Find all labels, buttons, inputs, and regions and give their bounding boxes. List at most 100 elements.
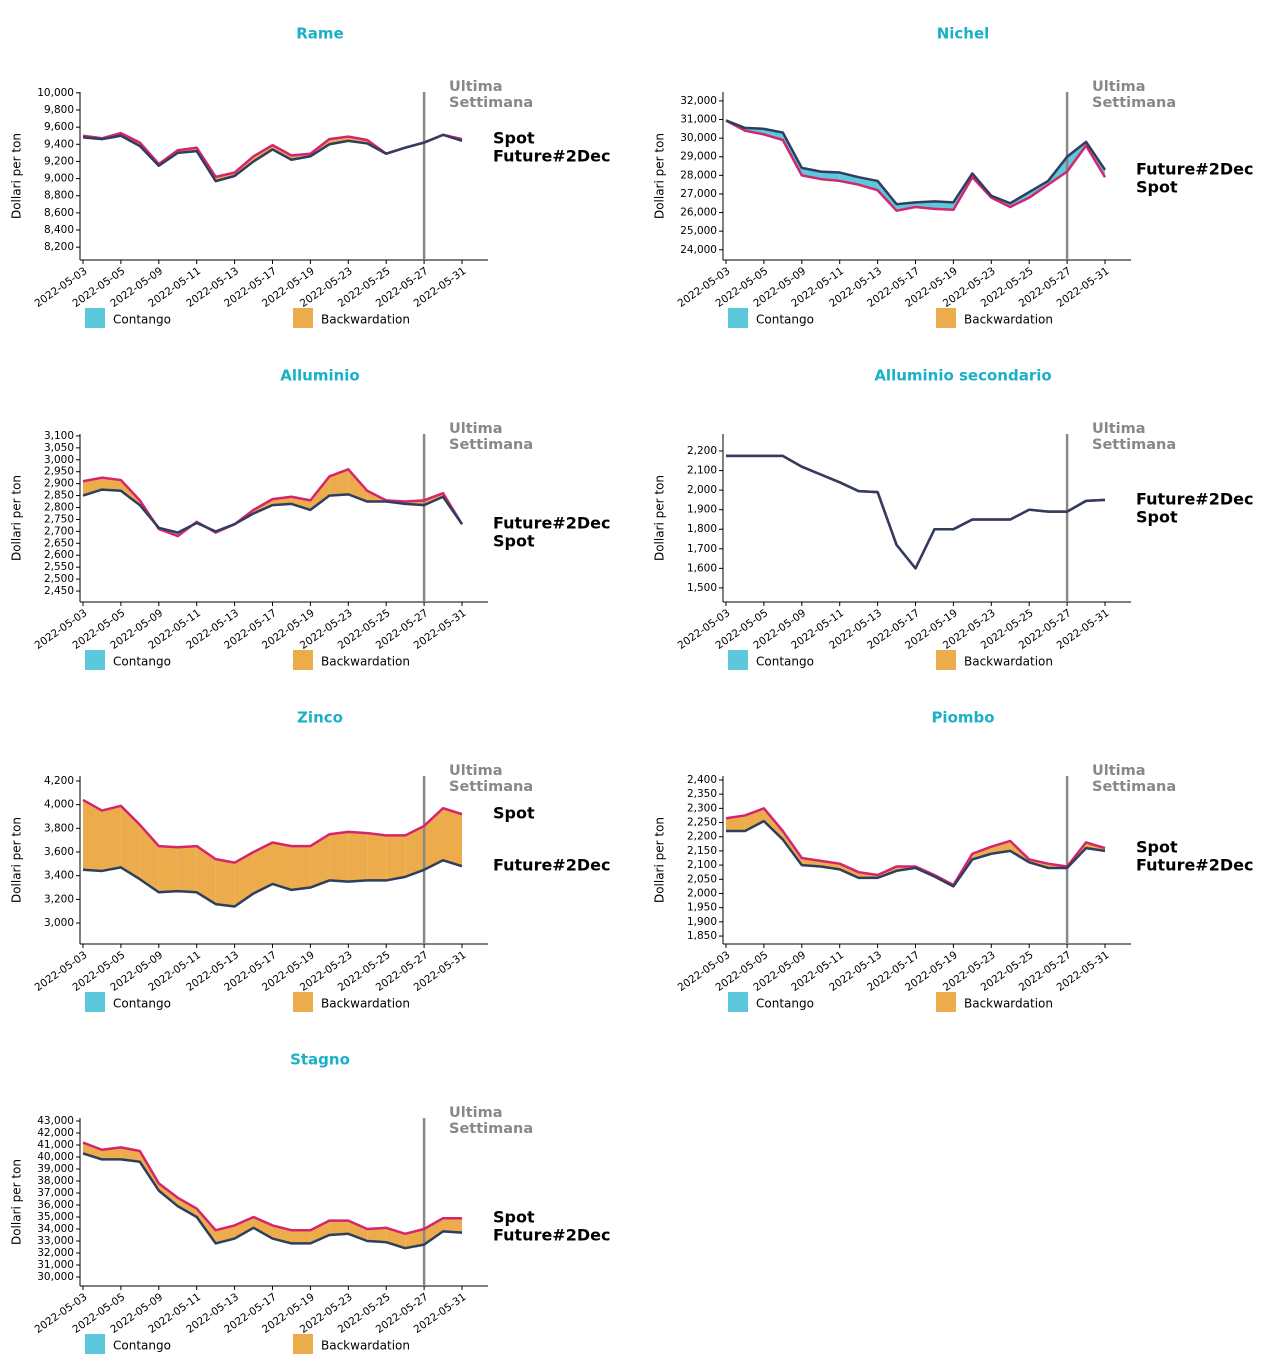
y-tick-label: 2,900 <box>44 478 74 490</box>
spread-area <box>120 805 140 880</box>
spread-area <box>177 1197 197 1217</box>
series-label: Spot <box>493 804 535 823</box>
legend-swatch <box>293 992 313 1012</box>
series-label: Spot <box>1136 507 1178 526</box>
y-tick-label: 2,200 <box>687 831 717 843</box>
annotation: Ultima <box>449 763 503 779</box>
y-axis-label: Dollari per ton <box>10 817 24 903</box>
y-axis-label: Dollari per ton <box>10 475 24 561</box>
series-line <box>725 807 1106 887</box>
series-line <box>82 468 464 538</box>
spread-area <box>234 1217 254 1239</box>
y-tick-label: 2,550 <box>44 561 74 573</box>
spread-area <box>367 1227 387 1243</box>
spread-area <box>253 842 273 894</box>
spread-area <box>291 1230 311 1244</box>
spread-area <box>101 805 121 871</box>
legend-label: Contango <box>113 997 171 1011</box>
y-tick-label: 2,300 <box>687 802 717 814</box>
annotation: Ultima <box>449 1105 503 1121</box>
y-tick-label: 2,350 <box>687 788 717 800</box>
spread-area <box>215 859 235 907</box>
y-tick-label: 8,200 <box>44 241 74 253</box>
y-tick-label: 3,000 <box>44 454 74 466</box>
y-tick-label: 9,000 <box>44 173 74 185</box>
spread-area <box>272 842 292 890</box>
spread-area <box>972 846 992 860</box>
y-axis-label: Dollari per ton <box>653 133 667 219</box>
y-tick-label: 2,400 <box>687 774 717 786</box>
series-line <box>82 488 464 534</box>
legend-swatch <box>936 992 956 1012</box>
spread-area <box>443 808 462 867</box>
y-tick-label: 2,700 <box>44 525 74 537</box>
y-tick-label: 9,400 <box>44 138 74 150</box>
y-tick-label: 3,200 <box>44 893 74 905</box>
y-tick-label: 2,600 <box>44 549 74 561</box>
y-tick-label: 2,800 <box>44 502 74 514</box>
y-tick-label: 9,200 <box>44 155 74 167</box>
y-tick-label: 8,400 <box>44 224 74 236</box>
annotation: Settimana <box>449 1121 533 1137</box>
spread-area <box>196 846 216 905</box>
y-tick-label: 3,800 <box>44 822 74 834</box>
spread-area <box>443 1218 462 1233</box>
spread-area <box>348 1220 368 1241</box>
y-tick-label: 2,650 <box>44 537 74 549</box>
y-tick-label: 3,400 <box>44 870 74 882</box>
legend-label: Backwardation <box>964 313 1053 327</box>
y-tick-label: 42,000 <box>37 1127 74 1139</box>
chart-title: Piombo <box>931 709 994 727</box>
y-tick-label: 2,100 <box>687 465 717 477</box>
legend-swatch <box>85 308 105 328</box>
spread-area <box>83 1142 102 1160</box>
y-tick-label: 8,600 <box>44 207 74 219</box>
y-tick-label: 3,600 <box>44 846 74 858</box>
series-label: Future#2Dec <box>493 1226 610 1245</box>
series-line <box>82 798 463 864</box>
legend-label: Contango <box>756 313 814 327</box>
legend-label: Contango <box>113 313 171 327</box>
annotation: Ultima <box>449 79 503 95</box>
spread-area <box>329 831 349 882</box>
chart-panel: Alluminio secondario Dollari per ton 1,500… <box>653 367 1253 670</box>
series-line <box>82 131 463 179</box>
spread-area <box>405 825 425 877</box>
spread-area <box>291 846 311 890</box>
y-tick-label: 2,100 <box>687 859 717 871</box>
y-tick-label: 1,850 <box>687 930 717 942</box>
spread-area <box>329 1220 349 1235</box>
series-label: Future#2Dec <box>1136 489 1253 508</box>
series-line <box>725 119 1107 206</box>
legend-label: Backwardation <box>964 997 1053 1011</box>
series-label: Spot <box>493 532 535 551</box>
chart-title: Nichel <box>937 25 990 43</box>
legend-swatch <box>293 1334 313 1354</box>
y-tick-label: 2,450 <box>44 585 74 597</box>
series-line <box>82 1152 463 1250</box>
chart-panel: Piombo Dollari per ton 1,850 1,900 1,950 2,00… <box>653 709 1253 1012</box>
legend-swatch <box>728 650 748 670</box>
spread-area <box>310 1220 330 1244</box>
y-tick-label: 1,950 <box>687 902 717 914</box>
annotation: Ultima <box>449 421 503 437</box>
spread-area <box>386 835 406 881</box>
spread-area <box>424 1218 444 1245</box>
annotation: Ultima <box>1092 421 1146 437</box>
y-tick-label: 30,000 <box>37 1271 74 1283</box>
annotation: Settimana <box>1092 779 1176 795</box>
legend-swatch <box>293 308 313 328</box>
chart-title: Stagno <box>290 1051 350 1069</box>
y-tick-label: 33,000 <box>37 1235 74 1247</box>
y-tick-label: 3,050 <box>44 442 74 454</box>
spread-area <box>348 831 368 882</box>
spread-area <box>158 1183 178 1207</box>
spread-area <box>934 201 954 210</box>
spread-area <box>801 167 821 180</box>
series-label: Spot <box>493 129 535 148</box>
y-tick-label: 39,000 <box>37 1163 74 1175</box>
series-line <box>726 454 1106 570</box>
